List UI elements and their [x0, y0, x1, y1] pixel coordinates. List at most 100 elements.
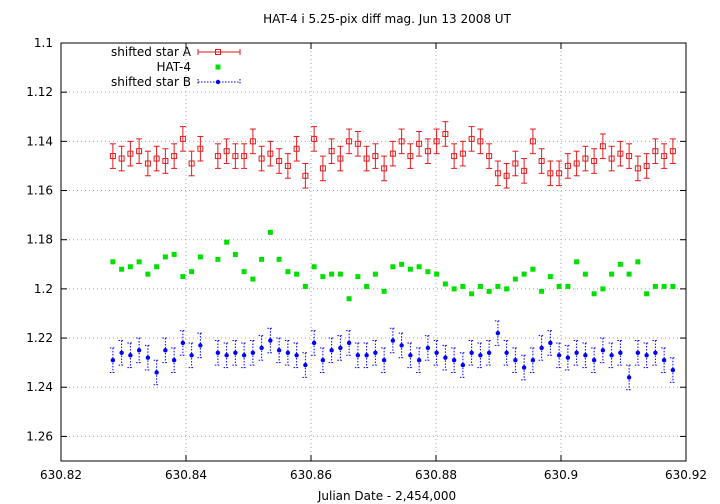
data-point	[136, 259, 142, 265]
data-point	[644, 291, 650, 297]
y-tick-label: 1.1	[34, 36, 53, 50]
data-point	[346, 296, 352, 302]
data-point	[372, 153, 379, 160]
data-point	[302, 283, 308, 289]
data-point	[530, 266, 536, 272]
data-point	[494, 170, 501, 177]
data-point	[600, 348, 606, 353]
chart-title: HAT-4 i 5.25-pix diff mag. Jun 13 2008 U…	[263, 12, 511, 26]
data-point	[390, 338, 396, 343]
data-point	[294, 353, 299, 358]
legend-item: HAT-4	[157, 60, 221, 74]
data-point	[293, 145, 300, 152]
data-point	[136, 348, 142, 353]
data-point	[512, 160, 519, 167]
data-point	[591, 357, 597, 363]
data-point	[539, 288, 545, 294]
data-point	[197, 145, 204, 152]
series-1	[109, 121, 676, 189]
legend-label: shifted star B	[111, 75, 191, 89]
data-point	[127, 264, 133, 270]
data-point	[215, 256, 221, 262]
data-point	[381, 165, 388, 172]
y-tick-label: 1.12	[26, 85, 53, 99]
data-point	[189, 353, 194, 358]
data-point	[189, 269, 195, 275]
data-point	[268, 338, 273, 343]
data-point	[363, 155, 370, 162]
data-point	[145, 271, 151, 277]
data-point	[573, 160, 580, 167]
data-point	[153, 155, 160, 162]
data-point	[547, 170, 554, 177]
data-point	[416, 357, 422, 363]
data-point	[399, 261, 405, 267]
data-point	[478, 353, 483, 358]
data-point	[617, 150, 624, 157]
data-point	[338, 345, 343, 351]
data-point	[538, 158, 545, 165]
data-point	[372, 271, 378, 277]
data-point	[626, 271, 632, 277]
data-point	[364, 353, 369, 358]
data-point	[285, 350, 291, 356]
x-tick-label: 630.84	[165, 468, 207, 482]
data-point	[259, 345, 264, 351]
data-point	[171, 251, 177, 257]
data-point	[355, 353, 361, 358]
data-point	[434, 271, 440, 277]
y-tick-label: 1.16	[26, 184, 53, 198]
plot-frame	[60, 42, 687, 462]
data-point	[433, 138, 440, 145]
data-point	[565, 355, 571, 360]
data-point	[364, 283, 370, 289]
series-2	[110, 229, 676, 302]
data-point	[599, 143, 606, 150]
data-point	[285, 269, 291, 275]
data-point	[574, 350, 579, 356]
data-point	[258, 155, 265, 162]
data-point	[389, 150, 396, 157]
data-point	[495, 330, 501, 336]
data-point	[154, 370, 159, 375]
data-point	[355, 274, 361, 280]
data-point	[513, 357, 518, 363]
legend-label: shifted star A	[111, 45, 192, 59]
data-point	[233, 350, 238, 356]
data-point	[198, 343, 203, 348]
data-point	[407, 153, 414, 160]
data-point	[179, 135, 186, 142]
data-point	[171, 357, 177, 363]
data-point	[661, 283, 667, 289]
data-point	[320, 274, 326, 280]
data-point	[503, 172, 510, 179]
data-point	[180, 274, 186, 280]
data-point	[328, 148, 335, 155]
x-tick-label: 630.88	[415, 468, 457, 482]
grid	[61, 43, 686, 461]
data-point	[600, 286, 606, 292]
data-point	[670, 367, 676, 373]
data-point	[583, 353, 588, 358]
data-point	[259, 256, 265, 262]
data-point	[302, 172, 309, 179]
data-point	[267, 150, 274, 157]
data-point	[469, 350, 474, 356]
data-point	[609, 271, 615, 277]
data-point	[276, 256, 282, 262]
data-point	[329, 348, 334, 353]
data-point	[241, 153, 248, 160]
data-point	[460, 283, 466, 289]
data-point	[618, 350, 623, 356]
data-point	[128, 353, 133, 358]
data-point	[564, 162, 571, 169]
data-point	[180, 340, 186, 346]
data-point	[539, 345, 544, 351]
legend-item: shifted star B	[111, 75, 241, 89]
data-point	[399, 343, 404, 348]
data-point	[486, 153, 493, 160]
data-point	[241, 269, 247, 275]
data-point	[582, 271, 588, 277]
data-point	[529, 138, 536, 145]
data-point	[635, 259, 641, 265]
